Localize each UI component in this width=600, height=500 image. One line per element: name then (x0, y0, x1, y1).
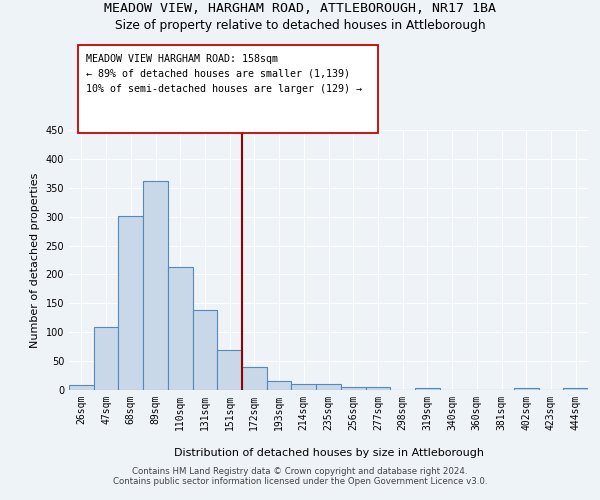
Bar (341, 386, 365, 390)
Text: Contains HM Land Registry data © Crown copyright and database right 2024.: Contains HM Land Registry data © Crown c… (132, 467, 468, 476)
Bar (242, 368, 267, 390)
Bar (267, 382, 292, 390)
Text: Distribution of detached houses by size in Attleborough: Distribution of detached houses by size … (174, 448, 484, 458)
Bar (193, 310, 217, 390)
Bar (415, 388, 440, 390)
Y-axis label: Number of detached properties: Number of detached properties (30, 172, 40, 348)
Text: Size of property relative to detached houses in Attleborough: Size of property relative to detached ho… (115, 18, 485, 32)
Bar (514, 388, 539, 390)
Bar (143, 181, 168, 390)
Bar (563, 388, 588, 390)
Bar (316, 384, 341, 390)
Text: MEADOW VIEW, HARGHAM ROAD, ATTLEBOROUGH, NR17 1BA: MEADOW VIEW, HARGHAM ROAD, ATTLEBOROUGH,… (104, 2, 496, 16)
Bar (292, 384, 316, 390)
Text: Contains public sector information licensed under the Open Government Licence v3: Contains public sector information licen… (113, 477, 487, 486)
Bar (217, 350, 242, 390)
Bar (168, 267, 193, 390)
Text: MEADOW VIEW HARGHAM ROAD: 158sqm
← 89% of detached houses are smaller (1,139)
10: MEADOW VIEW HARGHAM ROAD: 158sqm ← 89% o… (86, 54, 362, 94)
Bar (94, 327, 118, 390)
Bar (69, 386, 94, 390)
Bar (365, 387, 390, 390)
Bar (118, 216, 143, 390)
